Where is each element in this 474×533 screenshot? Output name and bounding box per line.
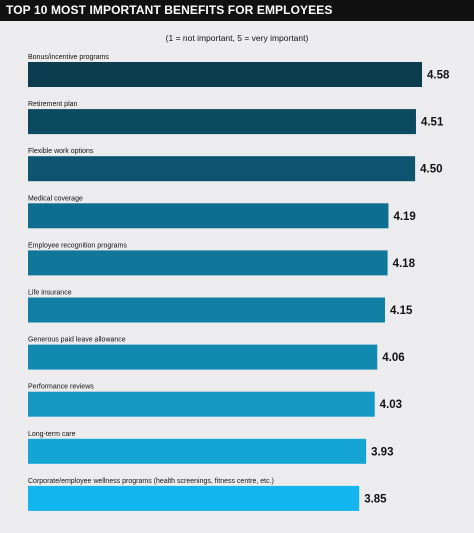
bar bbox=[28, 391, 375, 417]
chart-subtitle: (1 = not important, 5 = very important) bbox=[165, 33, 309, 43]
value-label: 4.50 bbox=[420, 164, 442, 176]
category-label: Medical coverage bbox=[28, 195, 83, 202]
bar bbox=[28, 203, 389, 229]
value-label: 3.93 bbox=[371, 446, 393, 458]
category-label: Generous paid leave allowance bbox=[28, 337, 126, 344]
value-label: 4.18 bbox=[393, 258, 416, 270]
value-label: 3.85 bbox=[364, 493, 387, 505]
bar bbox=[28, 156, 416, 182]
value-label: 4.19 bbox=[393, 211, 415, 223]
value-label: 4.03 bbox=[380, 399, 402, 411]
value-label: 4.58 bbox=[427, 70, 450, 82]
bar bbox=[28, 344, 378, 370]
title-bar: TOP 10 MOST IMPORTANT BENEFITS FOR EMPLO… bbox=[0, 0, 474, 21]
category-label: Life insurance bbox=[28, 290, 72, 297]
bar bbox=[28, 438, 367, 464]
chart-title: TOP 10 MOST IMPORTANT BENEFITS FOR EMPLO… bbox=[6, 3, 333, 17]
category-label: Employee recognition programs bbox=[28, 242, 127, 249]
category-label: Flexible work options bbox=[28, 148, 94, 155]
bar bbox=[28, 109, 416, 135]
category-label: Bonus/incentive programs bbox=[28, 54, 109, 61]
bar bbox=[28, 62, 422, 87]
category-label: Performance reviews bbox=[28, 384, 94, 391]
value-label: 4.15 bbox=[390, 305, 413, 317]
category-label: Corporate/employee wellness programs (he… bbox=[28, 478, 274, 485]
value-label: 4.06 bbox=[382, 352, 404, 364]
bar bbox=[28, 250, 388, 276]
bar bbox=[28, 485, 360, 511]
bar bbox=[28, 297, 386, 323]
category-label: Retirement plan bbox=[28, 101, 78, 108]
category-label: Long-term care bbox=[28, 431, 76, 438]
value-label: 4.51 bbox=[421, 117, 444, 129]
